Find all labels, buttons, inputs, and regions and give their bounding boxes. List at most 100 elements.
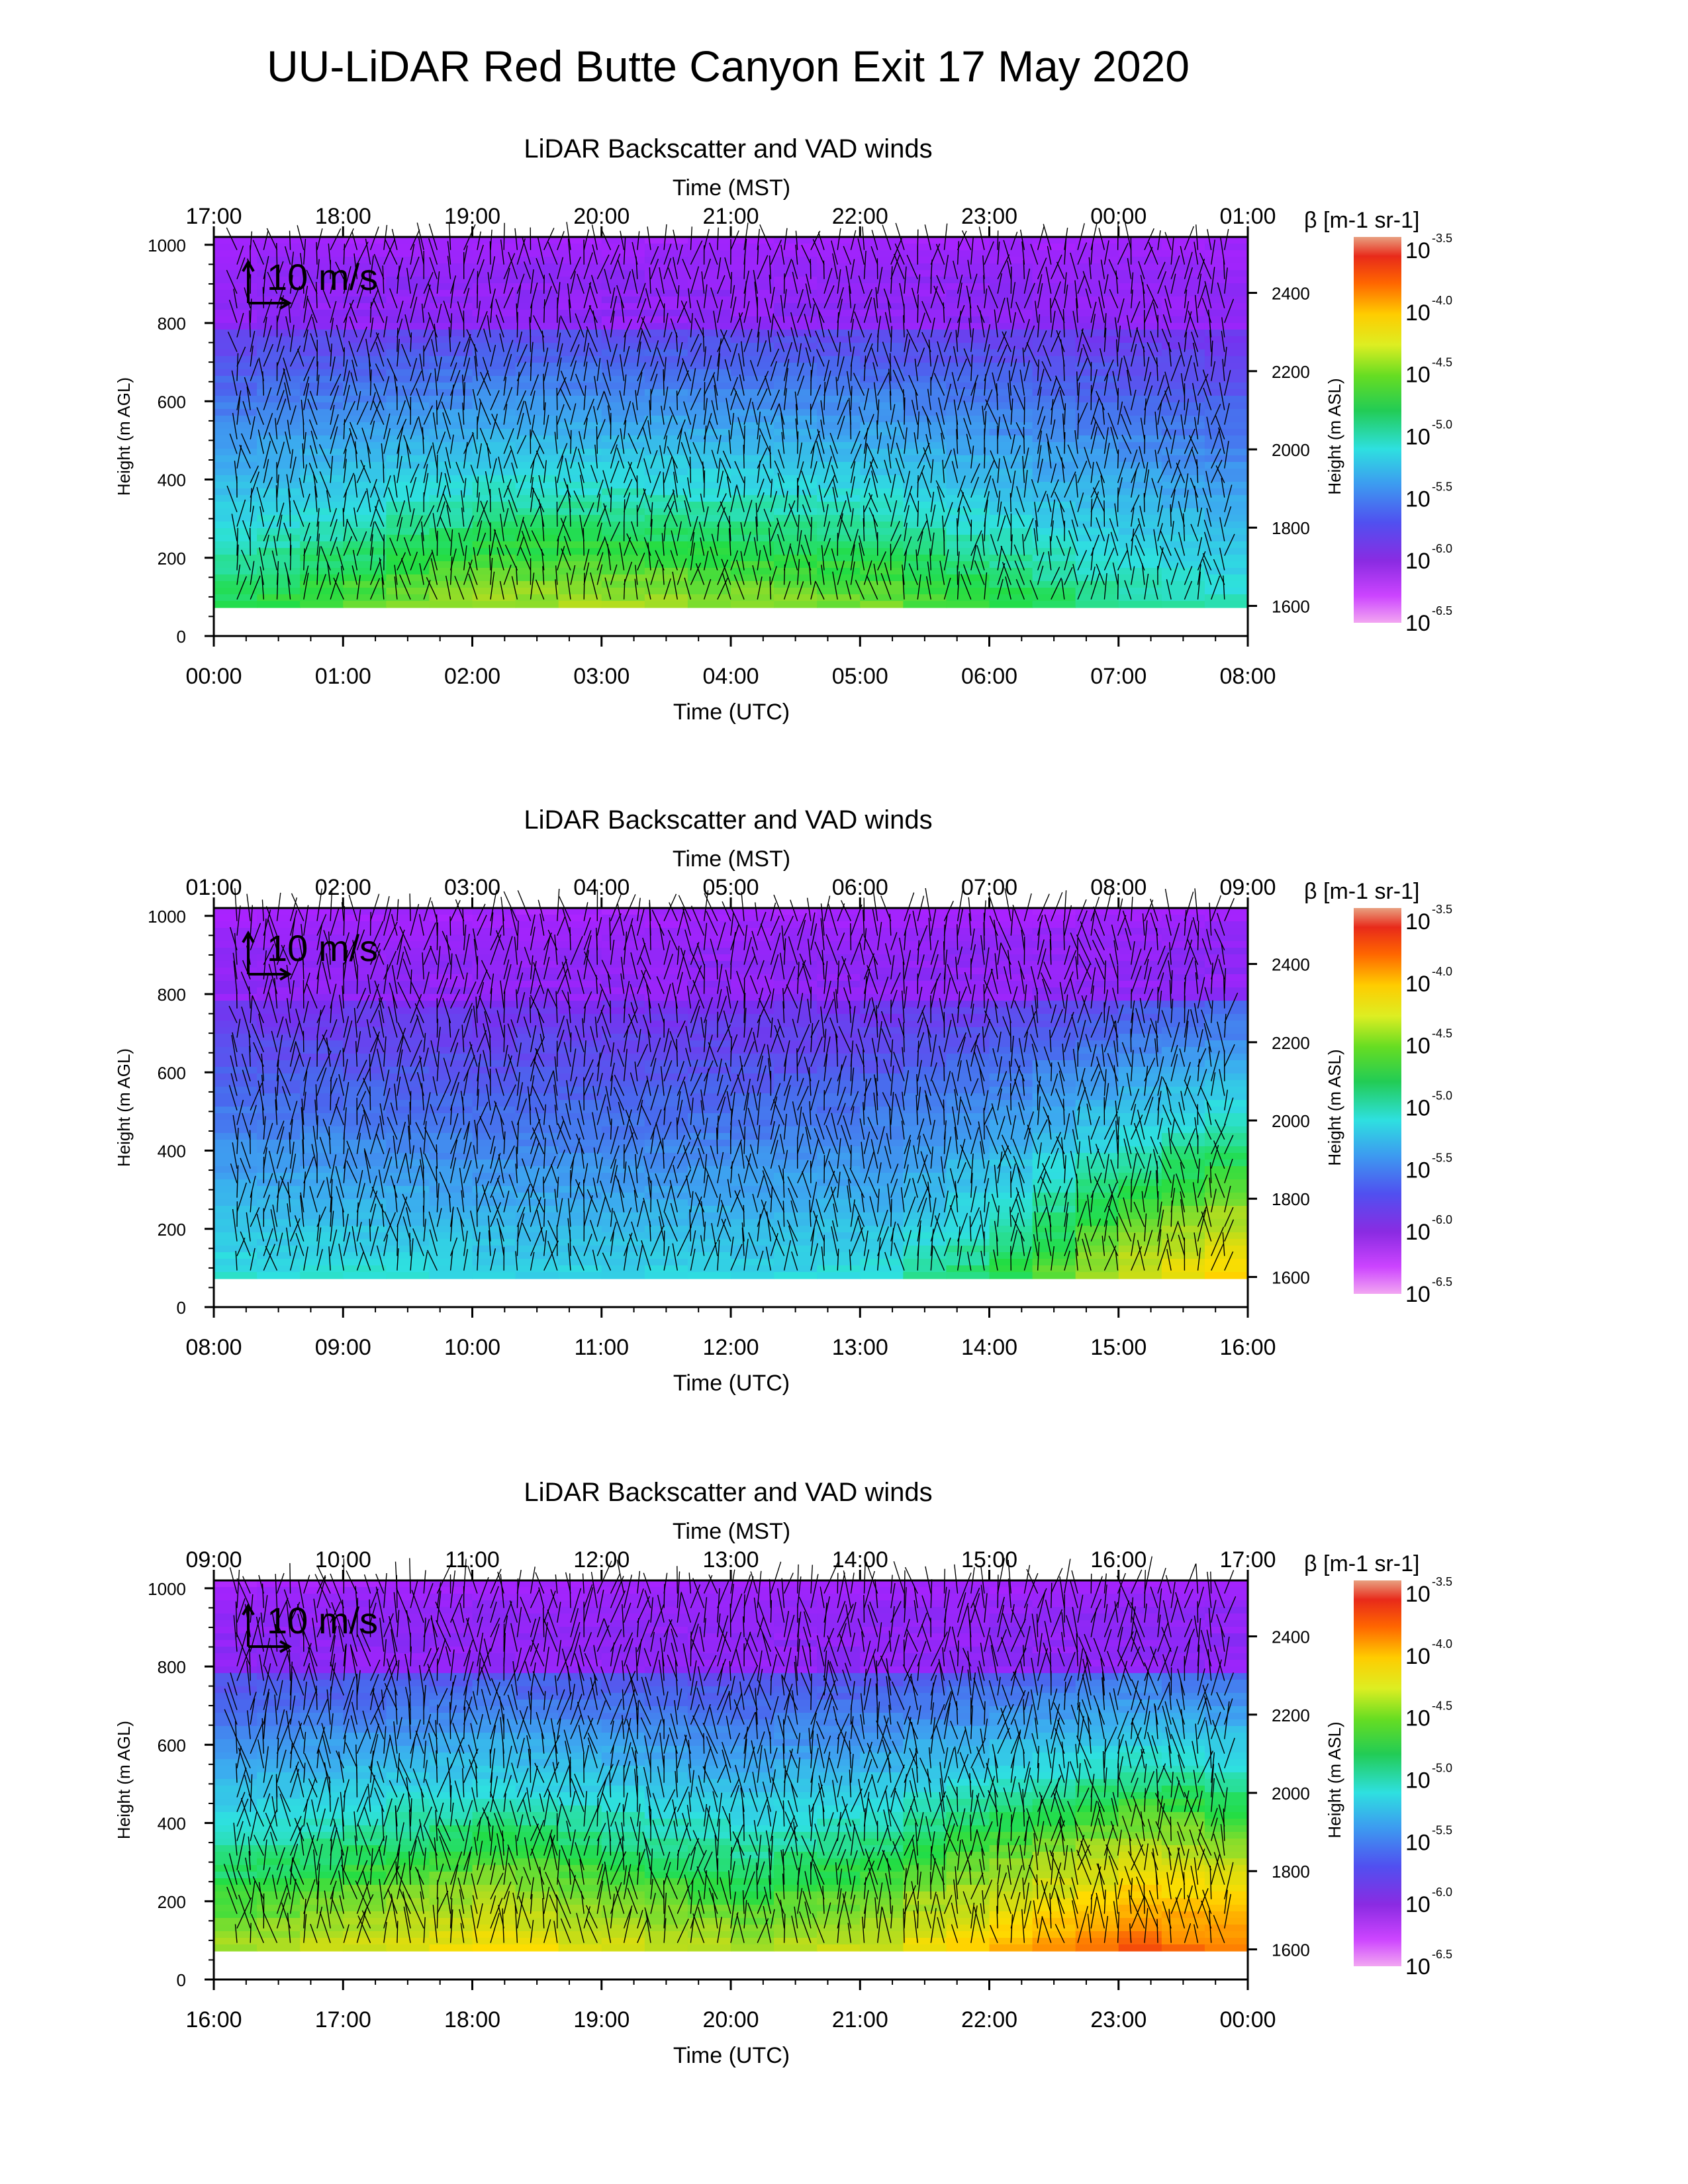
right-tick-label: 1600 xyxy=(1272,596,1310,616)
wind-arrow xyxy=(728,528,731,556)
backscatter-cell xyxy=(1075,1272,1119,1279)
wind-arrow xyxy=(806,273,812,294)
wind-arrow xyxy=(1126,315,1132,338)
wind-arrow xyxy=(823,521,831,541)
wind-arrow xyxy=(637,341,641,367)
backscatter-cell xyxy=(687,1160,731,1167)
wind-arrow xyxy=(516,361,526,381)
backscatter-cell xyxy=(343,1034,387,1041)
wind-arrow xyxy=(596,426,598,454)
wind-arrow xyxy=(984,499,988,527)
backscatter-cell xyxy=(774,594,818,602)
backscatter-cell xyxy=(214,482,258,489)
wind-arrow xyxy=(397,257,403,279)
backscatter-cell xyxy=(1075,1087,1119,1094)
backscatter-cell xyxy=(515,548,559,555)
backscatter-cell xyxy=(903,961,947,968)
backscatter-cell xyxy=(687,601,731,608)
wind-arrow xyxy=(982,255,985,279)
backscatter-cell xyxy=(300,1206,344,1213)
backscatter-cell xyxy=(731,488,775,496)
backscatter-cell xyxy=(343,581,387,588)
backscatter-cell xyxy=(774,568,818,575)
backscatter-cell xyxy=(903,574,947,582)
backscatter-cell xyxy=(386,555,430,562)
backscatter-cell xyxy=(1118,316,1162,324)
backscatter-cell xyxy=(774,356,818,363)
wind-arrow xyxy=(1010,434,1015,454)
wind-arrow xyxy=(970,375,979,396)
backscatter-cell xyxy=(601,1232,645,1240)
wind-arrow xyxy=(557,455,564,483)
backscatter-cell xyxy=(343,442,387,449)
wind-arrow xyxy=(543,361,549,381)
backscatter-cell xyxy=(300,422,344,430)
wind-arrow xyxy=(730,296,737,323)
backscatter-cell xyxy=(1032,1060,1076,1068)
backscatter-cell xyxy=(558,1080,602,1087)
wind-arrow xyxy=(1117,457,1127,483)
backscatter-cell xyxy=(472,1140,516,1147)
backscatter-cell xyxy=(731,1067,775,1074)
wind-arrow xyxy=(423,473,429,498)
wind-arrow xyxy=(702,327,705,352)
backscatter-cell xyxy=(343,1186,387,1193)
wind-arrow xyxy=(410,332,412,352)
wind-arrow xyxy=(877,432,882,454)
backscatter-cell xyxy=(1032,416,1076,423)
backscatter-cell xyxy=(1075,1126,1119,1134)
backscatter-cell xyxy=(429,508,473,516)
backscatter-cell xyxy=(429,502,473,509)
backscatter-cell xyxy=(817,336,861,343)
wind-arrow xyxy=(781,432,785,454)
wind-arrow xyxy=(389,288,398,308)
backscatter-cell xyxy=(214,270,258,277)
wind-arrow xyxy=(570,446,577,469)
backscatter-cell xyxy=(774,482,818,489)
wind-arrow xyxy=(676,390,678,410)
backscatter-cell xyxy=(257,376,301,383)
backscatter-cell xyxy=(903,323,947,330)
backscatter-cell xyxy=(1204,277,1248,284)
backscatter-cell xyxy=(386,948,430,955)
backscatter-cell xyxy=(1118,1133,1162,1140)
backscatter-cell xyxy=(558,948,602,955)
backscatter-cell xyxy=(515,954,559,962)
wind-arrow xyxy=(1037,565,1044,585)
wind-arrow xyxy=(783,341,793,367)
backscatter-cell xyxy=(817,263,861,271)
wind-arrow xyxy=(1051,330,1061,352)
backscatter-cell xyxy=(687,588,731,595)
wind-arrow xyxy=(717,457,721,483)
wind-arrow xyxy=(682,488,692,512)
backscatter-cell xyxy=(1118,548,1162,555)
backscatter-cell xyxy=(472,482,516,489)
wind-arrow xyxy=(701,271,705,294)
backscatter-cell xyxy=(644,277,688,284)
backscatter-cell xyxy=(860,1054,904,1061)
backscatter-cell xyxy=(731,1259,775,1266)
backscatter-cell xyxy=(1161,954,1205,962)
backscatter-cell xyxy=(903,921,947,929)
backscatter-cell xyxy=(1118,1093,1162,1101)
backscatter-cell xyxy=(946,488,990,496)
wind-arrow xyxy=(930,317,935,338)
wind-arrow xyxy=(1090,420,1097,439)
backscatter-cell xyxy=(472,528,516,535)
wind-arrow xyxy=(810,369,812,396)
wind-arrow xyxy=(757,316,761,338)
backscatter-cell xyxy=(300,502,344,509)
wind-arrow xyxy=(381,577,385,600)
wind-arrow xyxy=(610,435,620,454)
backscatter-cell xyxy=(644,541,688,549)
wind-arrow xyxy=(797,529,802,556)
backscatter-cell xyxy=(343,1272,387,1279)
wind-arrow xyxy=(343,370,350,396)
wind-arrow xyxy=(514,228,518,250)
wind-arrow xyxy=(421,303,424,323)
wind-arrow xyxy=(250,359,259,381)
backscatter-cell xyxy=(300,449,344,456)
backscatter-cell xyxy=(300,561,344,569)
wind-arrow xyxy=(1051,577,1062,600)
wind-arrow xyxy=(1157,505,1163,527)
